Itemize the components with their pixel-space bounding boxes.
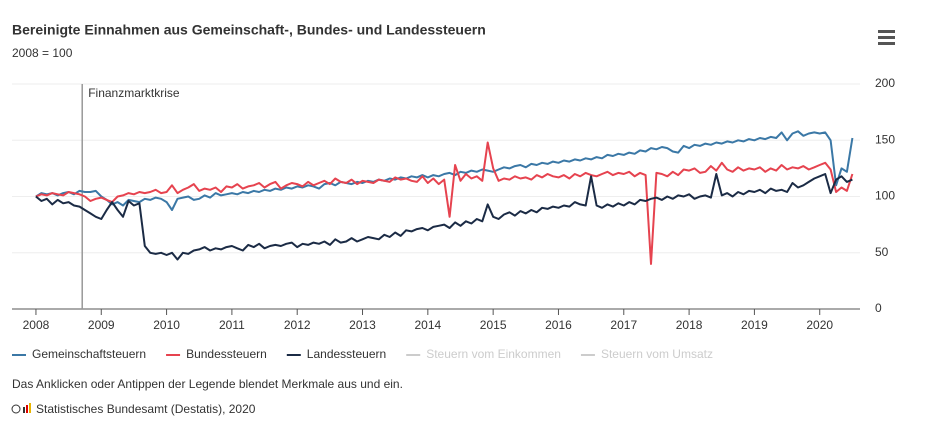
annotation-label: Finanzmarktkrise — [88, 86, 180, 100]
menu-bar — [878, 42, 895, 45]
y-tick-label: 150 — [875, 132, 895, 146]
chart-subtitle: 2008 = 100 — [12, 46, 73, 60]
x-tick-label: 2020 — [806, 318, 833, 332]
y-tick-label: 200 — [875, 76, 895, 90]
y-tick-label: 0 — [875, 301, 882, 315]
x-tick-label: 2009 — [88, 318, 115, 332]
x-tick-label: 2008 — [23, 318, 50, 332]
x-tick-label: 2011 — [219, 318, 245, 332]
series-line — [35, 141, 854, 265]
legend-entry[interactable]: Gemeinschaftsteuern — [32, 347, 146, 361]
x-tick-label: 2019 — [741, 318, 768, 332]
x-tick-label: 2010 — [153, 318, 180, 332]
x-tick-label: 2014 — [414, 318, 441, 332]
menu-bar — [878, 30, 895, 33]
x-tick-label: 2015 — [480, 318, 507, 332]
legend-entry[interactable]: Steuern vom Einkommen — [426, 347, 561, 361]
series-line — [35, 130, 854, 211]
legend-entry[interactable]: Landessteuern — [307, 347, 386, 361]
note: Das Anklicken oder Antippen der Legende … — [12, 377, 403, 391]
x-tick-label: 2018 — [676, 318, 703, 332]
y-tick-label: 100 — [875, 189, 895, 203]
menu-bar — [878, 36, 895, 39]
series-line — [35, 173, 853, 261]
source: Statistisches Bundesamt (Destatis), 2020 — [36, 402, 256, 416]
menu-button[interactable] — [878, 30, 895, 45]
legend-entry[interactable]: Bundessteuern — [186, 347, 267, 361]
x-tick-label: 2016 — [545, 318, 572, 332]
x-tick-label: 2013 — [349, 318, 376, 332]
chart-title: Bereinigte Einnahmen aus Gemeinschaft-, … — [12, 22, 486, 38]
x-tick-label: 2012 — [284, 318, 311, 332]
x-tick-label: 2017 — [610, 318, 637, 332]
source-icon — [11, 403, 31, 414]
y-tick-label: 50 — [875, 245, 889, 259]
legend-entry[interactable]: Steuern vom Umsatz — [601, 347, 713, 361]
